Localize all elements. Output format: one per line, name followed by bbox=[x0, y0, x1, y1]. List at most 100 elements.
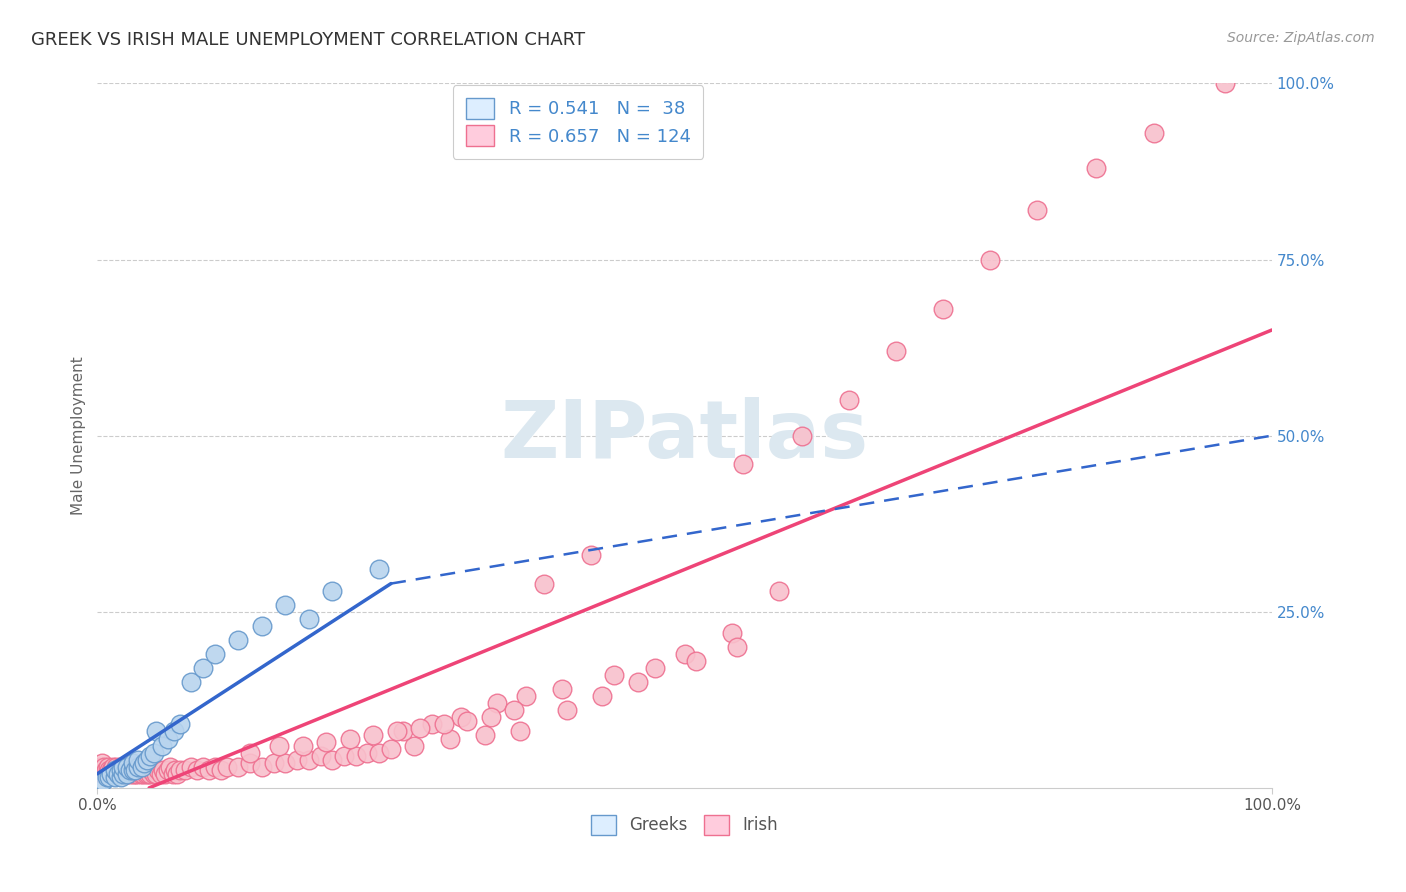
Point bbox=[155, 766, 177, 780]
Point bbox=[339, 731, 361, 746]
Point bbox=[100, 766, 122, 780]
Point bbox=[932, 301, 955, 316]
Point bbox=[215, 760, 238, 774]
Point bbox=[163, 724, 186, 739]
Point bbox=[110, 763, 132, 777]
Point bbox=[150, 739, 173, 753]
Point bbox=[226, 632, 249, 647]
Point bbox=[204, 760, 226, 774]
Point bbox=[156, 763, 179, 777]
Point bbox=[439, 731, 461, 746]
Point bbox=[551, 682, 574, 697]
Point bbox=[132, 766, 155, 780]
Point bbox=[101, 760, 124, 774]
Point bbox=[162, 766, 184, 780]
Point bbox=[112, 760, 135, 774]
Point bbox=[533, 576, 555, 591]
Point bbox=[125, 763, 148, 777]
Y-axis label: Male Unemployment: Male Unemployment bbox=[72, 356, 86, 515]
Point bbox=[180, 760, 202, 774]
Point bbox=[127, 766, 149, 780]
Point bbox=[515, 690, 537, 704]
Point bbox=[98, 770, 121, 784]
Point bbox=[142, 746, 165, 760]
Point bbox=[114, 760, 136, 774]
Point bbox=[420, 717, 443, 731]
Point bbox=[733, 457, 755, 471]
Point bbox=[180, 675, 202, 690]
Point bbox=[131, 763, 153, 777]
Point bbox=[104, 770, 127, 784]
Point bbox=[685, 654, 707, 668]
Point bbox=[159, 760, 181, 774]
Point bbox=[98, 766, 121, 780]
Point bbox=[91, 756, 114, 771]
Point bbox=[274, 598, 297, 612]
Point bbox=[115, 766, 138, 780]
Point bbox=[138, 763, 160, 777]
Point bbox=[186, 763, 208, 777]
Point bbox=[111, 763, 134, 777]
Legend: Greeks, Irish: Greeks, Irish bbox=[582, 807, 786, 843]
Point bbox=[121, 763, 143, 777]
Point bbox=[198, 763, 221, 777]
Point bbox=[274, 756, 297, 771]
Point bbox=[115, 760, 138, 774]
Point bbox=[409, 721, 432, 735]
Point bbox=[727, 640, 749, 654]
Point bbox=[112, 766, 135, 780]
Point bbox=[479, 710, 502, 724]
Point bbox=[145, 766, 167, 780]
Point bbox=[134, 756, 156, 771]
Point bbox=[979, 252, 1001, 267]
Point bbox=[720, 625, 742, 640]
Point bbox=[838, 393, 860, 408]
Point bbox=[309, 749, 332, 764]
Point bbox=[134, 763, 156, 777]
Point bbox=[263, 756, 285, 771]
Point bbox=[135, 753, 157, 767]
Point bbox=[131, 760, 153, 774]
Point bbox=[124, 763, 146, 777]
Point bbox=[129, 766, 152, 780]
Point bbox=[555, 703, 578, 717]
Point bbox=[285, 753, 308, 767]
Point bbox=[315, 735, 337, 749]
Point bbox=[107, 763, 129, 777]
Point bbox=[790, 428, 813, 442]
Point bbox=[627, 675, 650, 690]
Point bbox=[128, 760, 150, 774]
Point bbox=[135, 763, 157, 777]
Point bbox=[112, 763, 135, 777]
Point bbox=[93, 760, 115, 774]
Point bbox=[226, 760, 249, 774]
Point bbox=[121, 756, 143, 771]
Point bbox=[112, 766, 135, 780]
Point bbox=[104, 763, 127, 777]
Point bbox=[107, 766, 129, 780]
Point bbox=[363, 728, 385, 742]
Point bbox=[96, 766, 118, 780]
Point bbox=[120, 763, 142, 777]
Point bbox=[127, 753, 149, 767]
Point bbox=[368, 746, 391, 760]
Point bbox=[152, 763, 174, 777]
Point bbox=[239, 756, 262, 771]
Point bbox=[97, 760, 120, 774]
Point bbox=[344, 749, 367, 764]
Point bbox=[333, 749, 356, 764]
Point bbox=[121, 766, 143, 780]
Point bbox=[169, 763, 191, 777]
Text: Source: ZipAtlas.com: Source: ZipAtlas.com bbox=[1227, 31, 1375, 45]
Point bbox=[174, 763, 197, 777]
Point bbox=[356, 746, 378, 760]
Point bbox=[191, 661, 214, 675]
Point bbox=[94, 763, 117, 777]
Text: ZIPatlas: ZIPatlas bbox=[501, 397, 869, 475]
Point bbox=[149, 766, 172, 780]
Point bbox=[134, 766, 156, 780]
Point bbox=[104, 763, 127, 777]
Point bbox=[141, 763, 163, 777]
Point bbox=[250, 760, 273, 774]
Point bbox=[884, 344, 907, 359]
